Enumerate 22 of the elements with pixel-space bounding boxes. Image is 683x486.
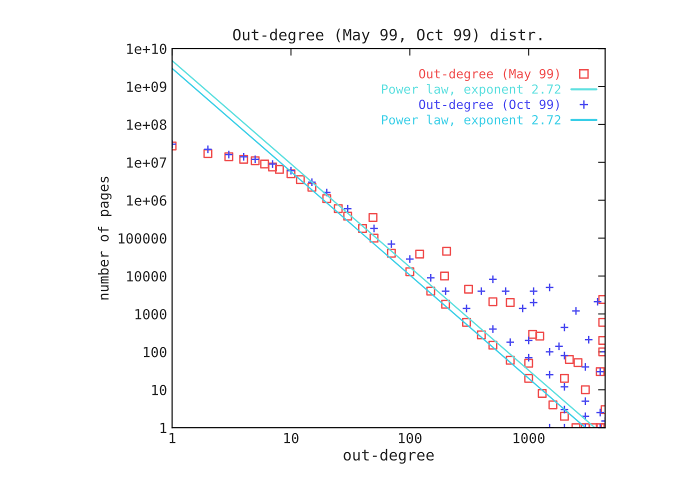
y-tick-label: 100000 [118, 233, 166, 244]
x-tick-label: 100 [398, 432, 422, 444]
y-tick-label: 1 [160, 422, 166, 433]
y-tick-label: 1000 [135, 308, 166, 320]
y-tick-label: 1e+07 [127, 157, 166, 168]
y-tick-label: 1e+08 [127, 119, 166, 130]
y-tick-label: 10 [152, 384, 166, 396]
x-axis-title: out-degree [344, 448, 434, 464]
x-tick-label: 10 [284, 432, 298, 444]
y-tick-label: 1e+10 [127, 44, 166, 54]
x-tick-label: 1 [170, 433, 176, 444]
x-tick-label: 1000 [514, 432, 544, 444]
y-tick-label: 10000 [127, 271, 166, 282]
y-tick-label: 1e+09 [127, 82, 166, 92]
chart-title: Out-degree (May 99, Oct 99) distr. [233, 28, 542, 44]
y-tick-label: 1e+06 [127, 195, 166, 206]
legend-label: Out-degree (May 99) [419, 68, 559, 81]
y-axis-title: number of pages [98, 176, 112, 300]
legend-label: Power law, exponent 2.72 [382, 84, 560, 96]
legend-label: Out-degree (Oct 99) [419, 99, 559, 112]
y-tick-label: 100 [144, 346, 166, 358]
legend-label: Power law, exponent 2.72 [382, 114, 560, 127]
